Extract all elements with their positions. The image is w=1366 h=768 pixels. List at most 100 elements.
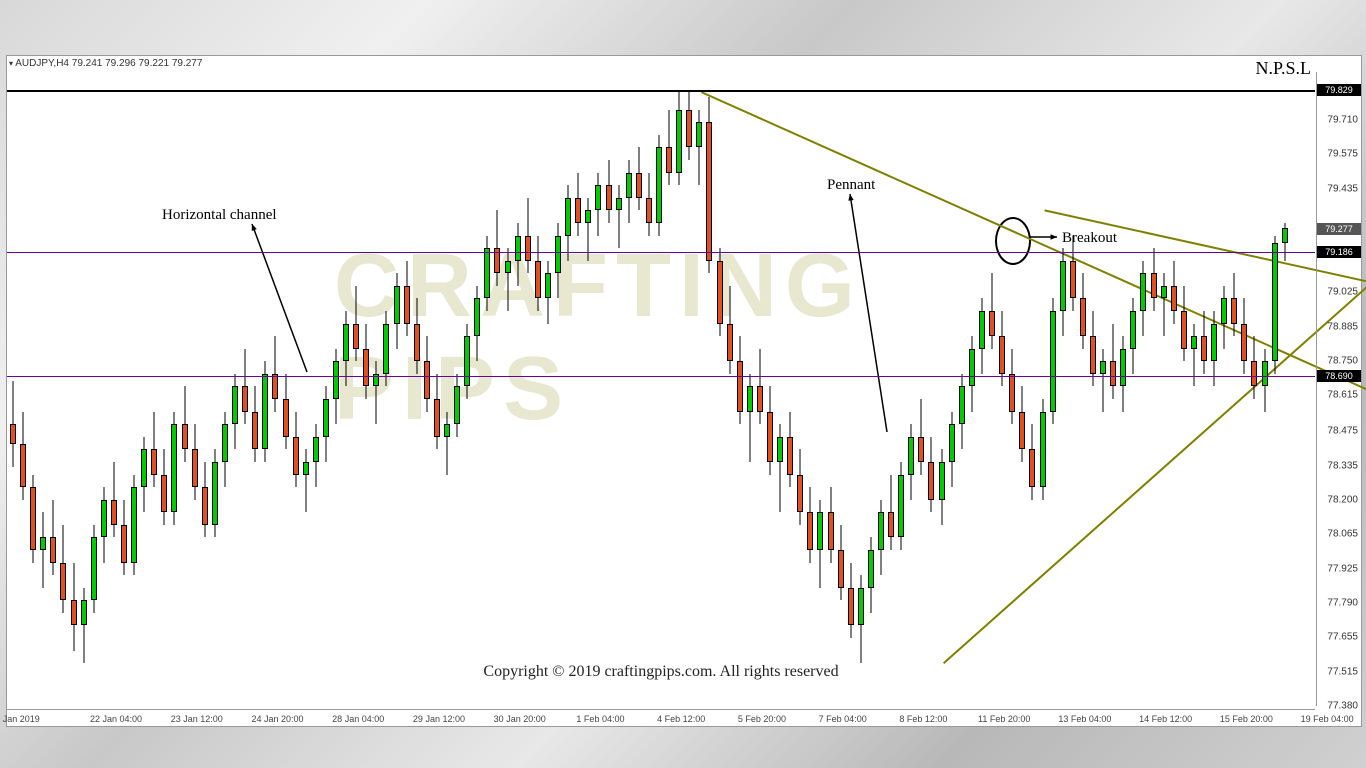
candle bbox=[817, 72, 823, 706]
candle bbox=[252, 72, 258, 706]
candle bbox=[646, 72, 652, 706]
symbol-header: AUDJPY,H4 79.241 79.296 79.221 79.277 bbox=[9, 58, 202, 69]
y-tick: 78.475 bbox=[1327, 425, 1358, 436]
candle bbox=[666, 72, 672, 706]
x-axis: 18 Jan 201922 Jan 04:0023 Jan 12:0024 Ja… bbox=[7, 709, 1315, 726]
y-tick: 79.710 bbox=[1327, 114, 1358, 125]
candle bbox=[656, 72, 662, 706]
x-tick: 8 Feb 12:00 bbox=[899, 714, 947, 724]
candle bbox=[1120, 72, 1126, 706]
candle bbox=[424, 72, 430, 706]
candle bbox=[949, 72, 955, 706]
candle bbox=[303, 72, 309, 706]
candle bbox=[1009, 72, 1015, 706]
candle bbox=[555, 72, 561, 706]
candle bbox=[363, 72, 369, 706]
candle bbox=[1100, 72, 1106, 706]
candle bbox=[101, 72, 107, 706]
candle bbox=[1130, 72, 1136, 706]
candle bbox=[1262, 72, 1268, 706]
candle bbox=[585, 72, 591, 706]
candle bbox=[20, 72, 26, 706]
candle bbox=[575, 72, 581, 706]
candle bbox=[1070, 72, 1076, 706]
x-tick: 14 Feb 12:00 bbox=[1139, 714, 1192, 724]
candle bbox=[908, 72, 914, 706]
candle bbox=[878, 72, 884, 706]
candle bbox=[1140, 72, 1146, 706]
candle bbox=[636, 72, 642, 706]
candle bbox=[545, 72, 551, 706]
candle bbox=[1211, 72, 1217, 706]
candle bbox=[1060, 72, 1066, 706]
candle bbox=[313, 72, 319, 706]
candle bbox=[1201, 72, 1207, 706]
x-tick: 23 Jan 12:00 bbox=[171, 714, 223, 724]
candle bbox=[828, 72, 834, 706]
candle bbox=[171, 72, 177, 706]
y-tick: 78.750 bbox=[1327, 356, 1358, 367]
x-tick: 19 Feb 04:00 bbox=[1301, 714, 1354, 724]
price-box: 79.829 bbox=[1317, 84, 1361, 96]
y-tick: 77.380 bbox=[1327, 701, 1358, 712]
candle bbox=[838, 72, 844, 706]
candle bbox=[928, 72, 934, 706]
candle bbox=[626, 72, 632, 706]
x-tick: 22 Jan 04:00 bbox=[90, 714, 142, 724]
plot-area[interactable]: CRAFTING PIPS Copyright © 2019 craftingp… bbox=[7, 72, 1315, 706]
candle bbox=[192, 72, 198, 706]
horizontal-line bbox=[7, 252, 1315, 253]
price-box: 79.277 bbox=[1317, 223, 1361, 235]
candle bbox=[141, 72, 147, 706]
candle bbox=[222, 72, 228, 706]
candle bbox=[1171, 72, 1177, 706]
candle bbox=[464, 72, 470, 706]
y-tick: 79.575 bbox=[1327, 148, 1358, 159]
candle bbox=[10, 72, 16, 706]
candle bbox=[262, 72, 268, 706]
chart-container: AUDJPY,H4 79.241 79.296 79.221 79.277 N.… bbox=[6, 55, 1362, 727]
candle bbox=[343, 72, 349, 706]
candle bbox=[1050, 72, 1056, 706]
y-tick: 78.335 bbox=[1327, 460, 1358, 471]
candle bbox=[60, 72, 66, 706]
candle bbox=[858, 72, 864, 706]
candle bbox=[969, 72, 975, 706]
candle bbox=[293, 72, 299, 706]
candle bbox=[888, 72, 894, 706]
candle bbox=[696, 72, 702, 706]
candle bbox=[535, 72, 541, 706]
candle bbox=[383, 72, 389, 706]
candle bbox=[202, 72, 208, 706]
candle bbox=[939, 72, 945, 706]
candle bbox=[91, 72, 97, 706]
candle bbox=[161, 72, 167, 706]
x-tick: 11 Feb 20:00 bbox=[978, 714, 1030, 724]
candle bbox=[394, 72, 400, 706]
candle bbox=[717, 72, 723, 706]
price-box: 79.186 bbox=[1317, 246, 1361, 258]
candle bbox=[404, 72, 410, 706]
candle bbox=[918, 72, 924, 706]
candle bbox=[1019, 72, 1025, 706]
candle bbox=[525, 72, 531, 706]
candle bbox=[848, 72, 854, 706]
x-tick: 15 Feb 20:00 bbox=[1220, 714, 1273, 724]
candle bbox=[1181, 72, 1187, 706]
y-tick: 78.615 bbox=[1327, 390, 1358, 401]
y-axis: 79.71079.57579.43579.02578.88578.75078.6… bbox=[1316, 72, 1361, 706]
candle bbox=[1080, 72, 1086, 706]
candle bbox=[272, 72, 278, 706]
candle bbox=[747, 72, 753, 706]
candle bbox=[323, 72, 329, 706]
y-tick: 77.655 bbox=[1327, 631, 1358, 642]
candle bbox=[686, 72, 692, 706]
candle bbox=[767, 72, 773, 706]
candle bbox=[565, 72, 571, 706]
candle bbox=[484, 72, 490, 706]
candle bbox=[898, 72, 904, 706]
candle bbox=[777, 72, 783, 706]
y-tick: 79.435 bbox=[1327, 183, 1358, 194]
y-tick: 77.925 bbox=[1327, 563, 1358, 574]
candle bbox=[868, 72, 874, 706]
